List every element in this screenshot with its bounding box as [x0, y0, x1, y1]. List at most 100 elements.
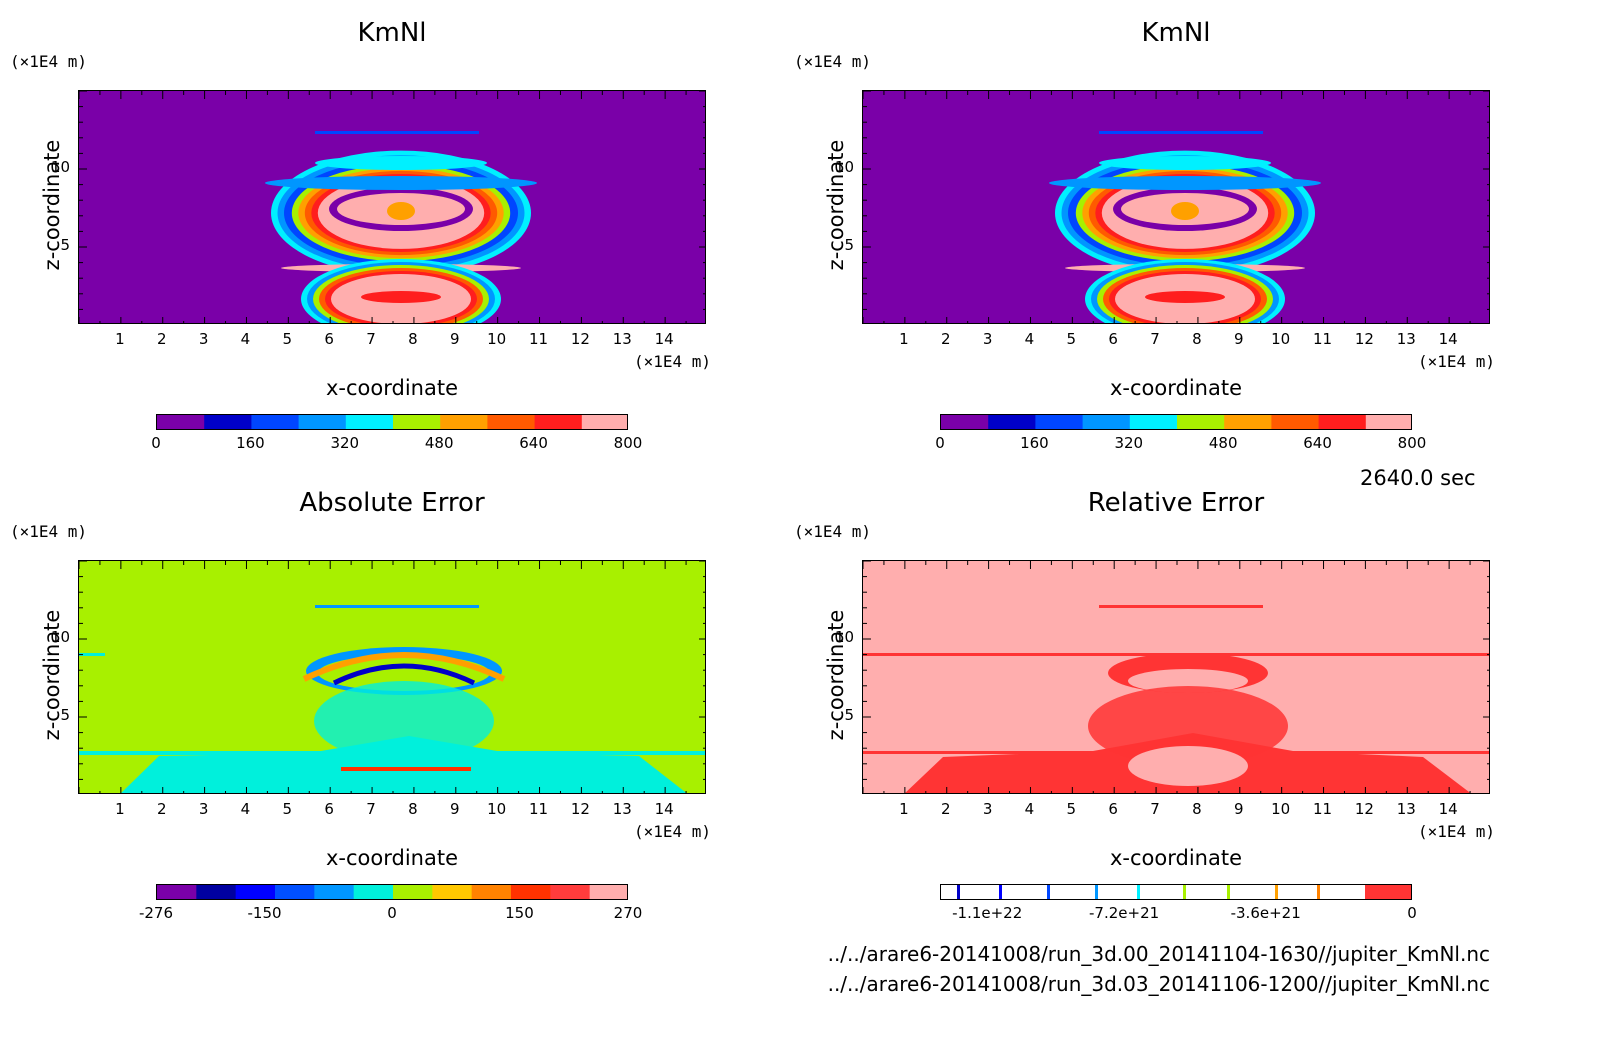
contour-band — [1049, 176, 1321, 190]
colorbar-segment — [550, 885, 591, 899]
error-region — [1128, 669, 1248, 693]
y-tick-label: 10 — [50, 628, 70, 646]
x-tick-label: 14 — [1438, 800, 1458, 818]
y-unit-label: (×1E4 m) — [10, 522, 88, 541]
x-tick-label: 6 — [324, 800, 334, 818]
y-unit-label: (×1E4 m) — [794, 52, 872, 71]
x-tick-label: 14 — [654, 330, 674, 348]
contour-band — [315, 156, 487, 170]
colorbar-tick-label: 160 — [236, 434, 265, 452]
x-unit-label: (×1E4 m) — [1418, 822, 1496, 841]
colorbar-segment — [1227, 885, 1230, 899]
x-unit-label: (×1E4 m) — [634, 352, 712, 371]
x-tick-label: 2 — [156, 800, 167, 818]
colorbar-segment — [353, 885, 394, 899]
x-tick-label: 9 — [450, 800, 460, 818]
colorbar-segment — [393, 885, 433, 899]
plot-area — [78, 560, 706, 794]
x-tick-label: 9 — [1234, 800, 1244, 818]
x-tick-label: 9 — [1234, 330, 1244, 348]
colorbar-tick-label: -150 — [247, 904, 282, 922]
colorbar-tick-label: 0 — [151, 434, 161, 452]
file-path-1: ../../arare6-20141008/run_3d.00_20141104… — [827, 942, 1490, 966]
panel-title: KmNl — [357, 18, 427, 48]
colorbar-segment — [1129, 415, 1178, 429]
colorbar-segment — [1137, 885, 1140, 899]
colorbar-segment — [511, 885, 551, 899]
panel-title: Relative Error — [1087, 488, 1265, 518]
colorbar-segment — [157, 415, 205, 429]
colorbar-tick-label: -3.6e+21 — [1230, 904, 1301, 922]
y-tick-label: 10 — [50, 158, 70, 176]
colorbar-tick-label: 270 — [613, 904, 643, 922]
colorbar-segment — [1035, 415, 1084, 429]
colorbar-tick-label: -276 — [138, 904, 174, 922]
heatmap-field — [79, 561, 705, 793]
x-tick-label: 11 — [1312, 330, 1333, 348]
colorbar-tick-label: 0 — [1407, 904, 1417, 922]
colorbar-tick-label: 640 — [1303, 434, 1332, 452]
contour-core — [1145, 291, 1225, 303]
colorbar-segment — [1183, 885, 1186, 899]
y-tick-label: 10 — [834, 158, 854, 176]
x-tick-label: 7 — [1150, 330, 1160, 348]
colorbar-svg — [157, 415, 627, 429]
error-arc — [302, 652, 506, 682]
x-tick-label: 6 — [1108, 800, 1118, 818]
colorbar-segment — [534, 415, 583, 429]
x-tick-label: 10 — [1271, 330, 1291, 348]
colorbar-segment — [204, 415, 252, 429]
x-tick-label: 8 — [408, 330, 418, 348]
y-axis-label: z-coordinate — [824, 139, 848, 271]
colorbar — [156, 884, 628, 900]
colorbar-tick-label: 160 — [1020, 434, 1049, 452]
x-tick-label: 2 — [940, 800, 951, 818]
x-tick-label: 4 — [240, 800, 251, 818]
x-unit-label: (×1E4 m) — [634, 822, 712, 841]
colorbar-segment — [487, 415, 536, 429]
colorbar-segment — [1365, 885, 1411, 899]
colorbar-tick-label: 800 — [613, 434, 643, 452]
x-tick-label: 12 — [570, 800, 590, 818]
colorbar-tick-label: 480 — [424, 434, 454, 452]
x-tick-label: 1 — [115, 330, 125, 348]
colorbar-tick-label: -1.1e+22 — [952, 904, 1023, 922]
colorbar-tick-label: 640 — [519, 434, 548, 452]
x-tick-label: 8 — [1192, 800, 1202, 818]
colorbar-segment — [471, 885, 512, 899]
plot-area — [862, 90, 1490, 324]
x-tick-label: 5 — [1066, 800, 1077, 818]
colorbar — [156, 414, 628, 430]
x-tick-label: 2 — [940, 330, 951, 348]
y-unit-label: (×1E4 m) — [794, 522, 872, 541]
x-tick-label: 4 — [1024, 800, 1035, 818]
colorbar-segment — [957, 885, 960, 899]
plot-area — [862, 560, 1490, 794]
y-axis-label: z-coordinate — [40, 139, 64, 271]
x-tick-label: 7 — [366, 330, 376, 348]
x-tick-label: 11 — [528, 800, 549, 818]
contour-band — [1099, 131, 1263, 134]
colorbar-segment — [988, 415, 1036, 429]
x-tick-label: 11 — [528, 330, 549, 348]
x-tick-label: 6 — [1108, 330, 1118, 348]
x-tick-label: 8 — [1192, 330, 1202, 348]
colorbar-segment — [393, 415, 441, 429]
colorbar-segment — [1318, 415, 1367, 429]
colorbar-segment — [581, 415, 627, 429]
colorbar-segment — [941, 415, 989, 429]
colorbar-tick-label: 800 — [1397, 434, 1427, 452]
colorbar-tick-label: 320 — [330, 434, 360, 452]
colorbar-segment — [1095, 885, 1098, 899]
y-tick-label: 5 — [60, 706, 70, 724]
heatmap-field — [863, 561, 1489, 793]
x-tick-label: 4 — [1024, 330, 1035, 348]
x-tick-label: 13 — [612, 800, 632, 818]
y-tick-label: 5 — [844, 706, 854, 724]
y-axis-label: z-coordinate — [824, 609, 848, 741]
colorbar-svg — [941, 885, 1411, 899]
error-region — [314, 681, 494, 761]
x-tick-label: 14 — [1438, 330, 1458, 348]
x-unit-label: (×1E4 m) — [1418, 352, 1496, 371]
y-axis-label: z-coordinate — [40, 609, 64, 741]
